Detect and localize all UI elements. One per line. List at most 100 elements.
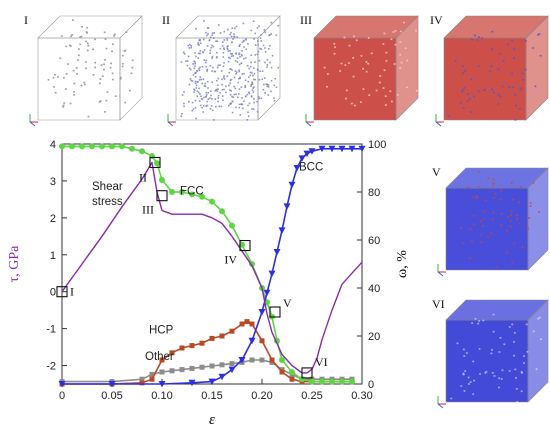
cube-speckle [271,54,274,57]
cube-speckle [512,199,515,201]
cube-speckle [333,42,336,45]
cube-speckle [491,218,494,221]
cube-speckle [229,82,232,85]
cube-speckle [205,65,208,68]
cube-speckle [385,60,388,62]
cube-speckle [270,33,273,35]
cube-speckle [211,34,214,36]
panel-label: I [24,13,28,27]
cube-speckle [261,78,264,81]
cube-speckle [472,196,475,199]
y-left-tick-label: 3 [50,176,56,188]
cube-speckle [532,182,535,184]
x-tick-label: 0 [59,390,65,402]
cube-speckle [370,52,373,55]
stage-box [149,156,161,169]
cube-speckle [254,54,257,56]
cube-speckle [492,313,495,316]
cube-speckle [250,29,253,32]
cube-speckle [234,87,237,90]
cube-speckle [229,57,231,60]
cube-speckle [513,48,516,51]
cube-speckle [230,90,233,92]
cube-speckle [503,343,506,346]
cube-speckle [92,73,95,76]
cube-speckle [385,51,388,54]
point-other [179,367,185,373]
cube-speckle [244,95,247,98]
cube-speckle [240,62,243,65]
cube-speckle [462,107,465,109]
y-left-tick-label: 1 [50,250,56,262]
cube-speckle [230,55,233,58]
curve-label: FCC [180,185,204,197]
cube-speckle [262,88,265,91]
cube-speckle [270,80,273,82]
cube-speckle [72,69,75,72]
cube-speckle [277,66,280,69]
cube-speckle [211,55,214,58]
cube-speckle [207,27,210,29]
cube-speckle [243,72,245,75]
cube-speckle [519,223,521,225]
cube-speckle [198,39,201,41]
cube-speckle [219,91,221,94]
x-tick-label: 0.05 [101,390,122,402]
cube-speckle [220,105,223,108]
cube-speckle [522,362,525,364]
cube-speckle [470,38,473,41]
cube-speckle [243,39,245,42]
triad-z [437,403,444,409]
cube-speckle [238,63,241,66]
cube-speckle [454,60,457,62]
cube-speckle [204,82,207,85]
cube-speckle [243,46,245,48]
cube-speckle [57,76,59,78]
cube-speckle [220,70,223,72]
cube-speckle [226,45,229,48]
point-fcc [89,143,95,150]
cube-speckle [274,77,277,80]
cube-speckle [217,77,220,80]
cube-speckle [248,91,250,94]
cube-speckle [485,370,488,373]
cube-speckle [195,28,197,30]
cube-speckle [512,86,515,89]
cube-speckle [238,45,241,47]
point-hcp [139,380,145,386]
point-bcc [338,145,346,153]
cube-speckle [246,93,249,96]
snapshot-iii: III [300,13,419,127]
cube-speckle [254,78,256,81]
cube-speckle [254,32,257,35]
cube-speckle [258,78,261,81]
cube-speckle [195,84,198,87]
cube-speckle [85,67,87,70]
cube-speckle [241,107,244,110]
cube-speckle [76,73,78,75]
cube-speckle [80,35,83,38]
cube-speckle [252,108,255,110]
point-fcc [309,378,315,385]
cube-speckle [217,88,219,90]
cube-speckle [229,33,232,36]
cube-speckle [247,42,249,45]
cube-speckle [103,63,105,66]
cube-speckle [448,115,451,118]
point-fcc [209,198,215,205]
cube-speckle [511,261,514,264]
point-fcc [219,208,225,215]
snapshot-i: I [24,13,143,127]
cube-speckle [348,44,351,47]
cube-speckle [217,100,219,103]
point-fcc [59,143,65,150]
y-right-tick-label: 40 [368,283,380,295]
cube-speckle [183,91,185,93]
cube-speckle [194,82,197,85]
cube-speckle [261,70,264,72]
cube-speckle [201,106,203,109]
cube-speckle [535,368,538,370]
cube-speckle [267,86,270,88]
cube-speckle [212,66,214,69]
cube-speckle [469,257,472,259]
